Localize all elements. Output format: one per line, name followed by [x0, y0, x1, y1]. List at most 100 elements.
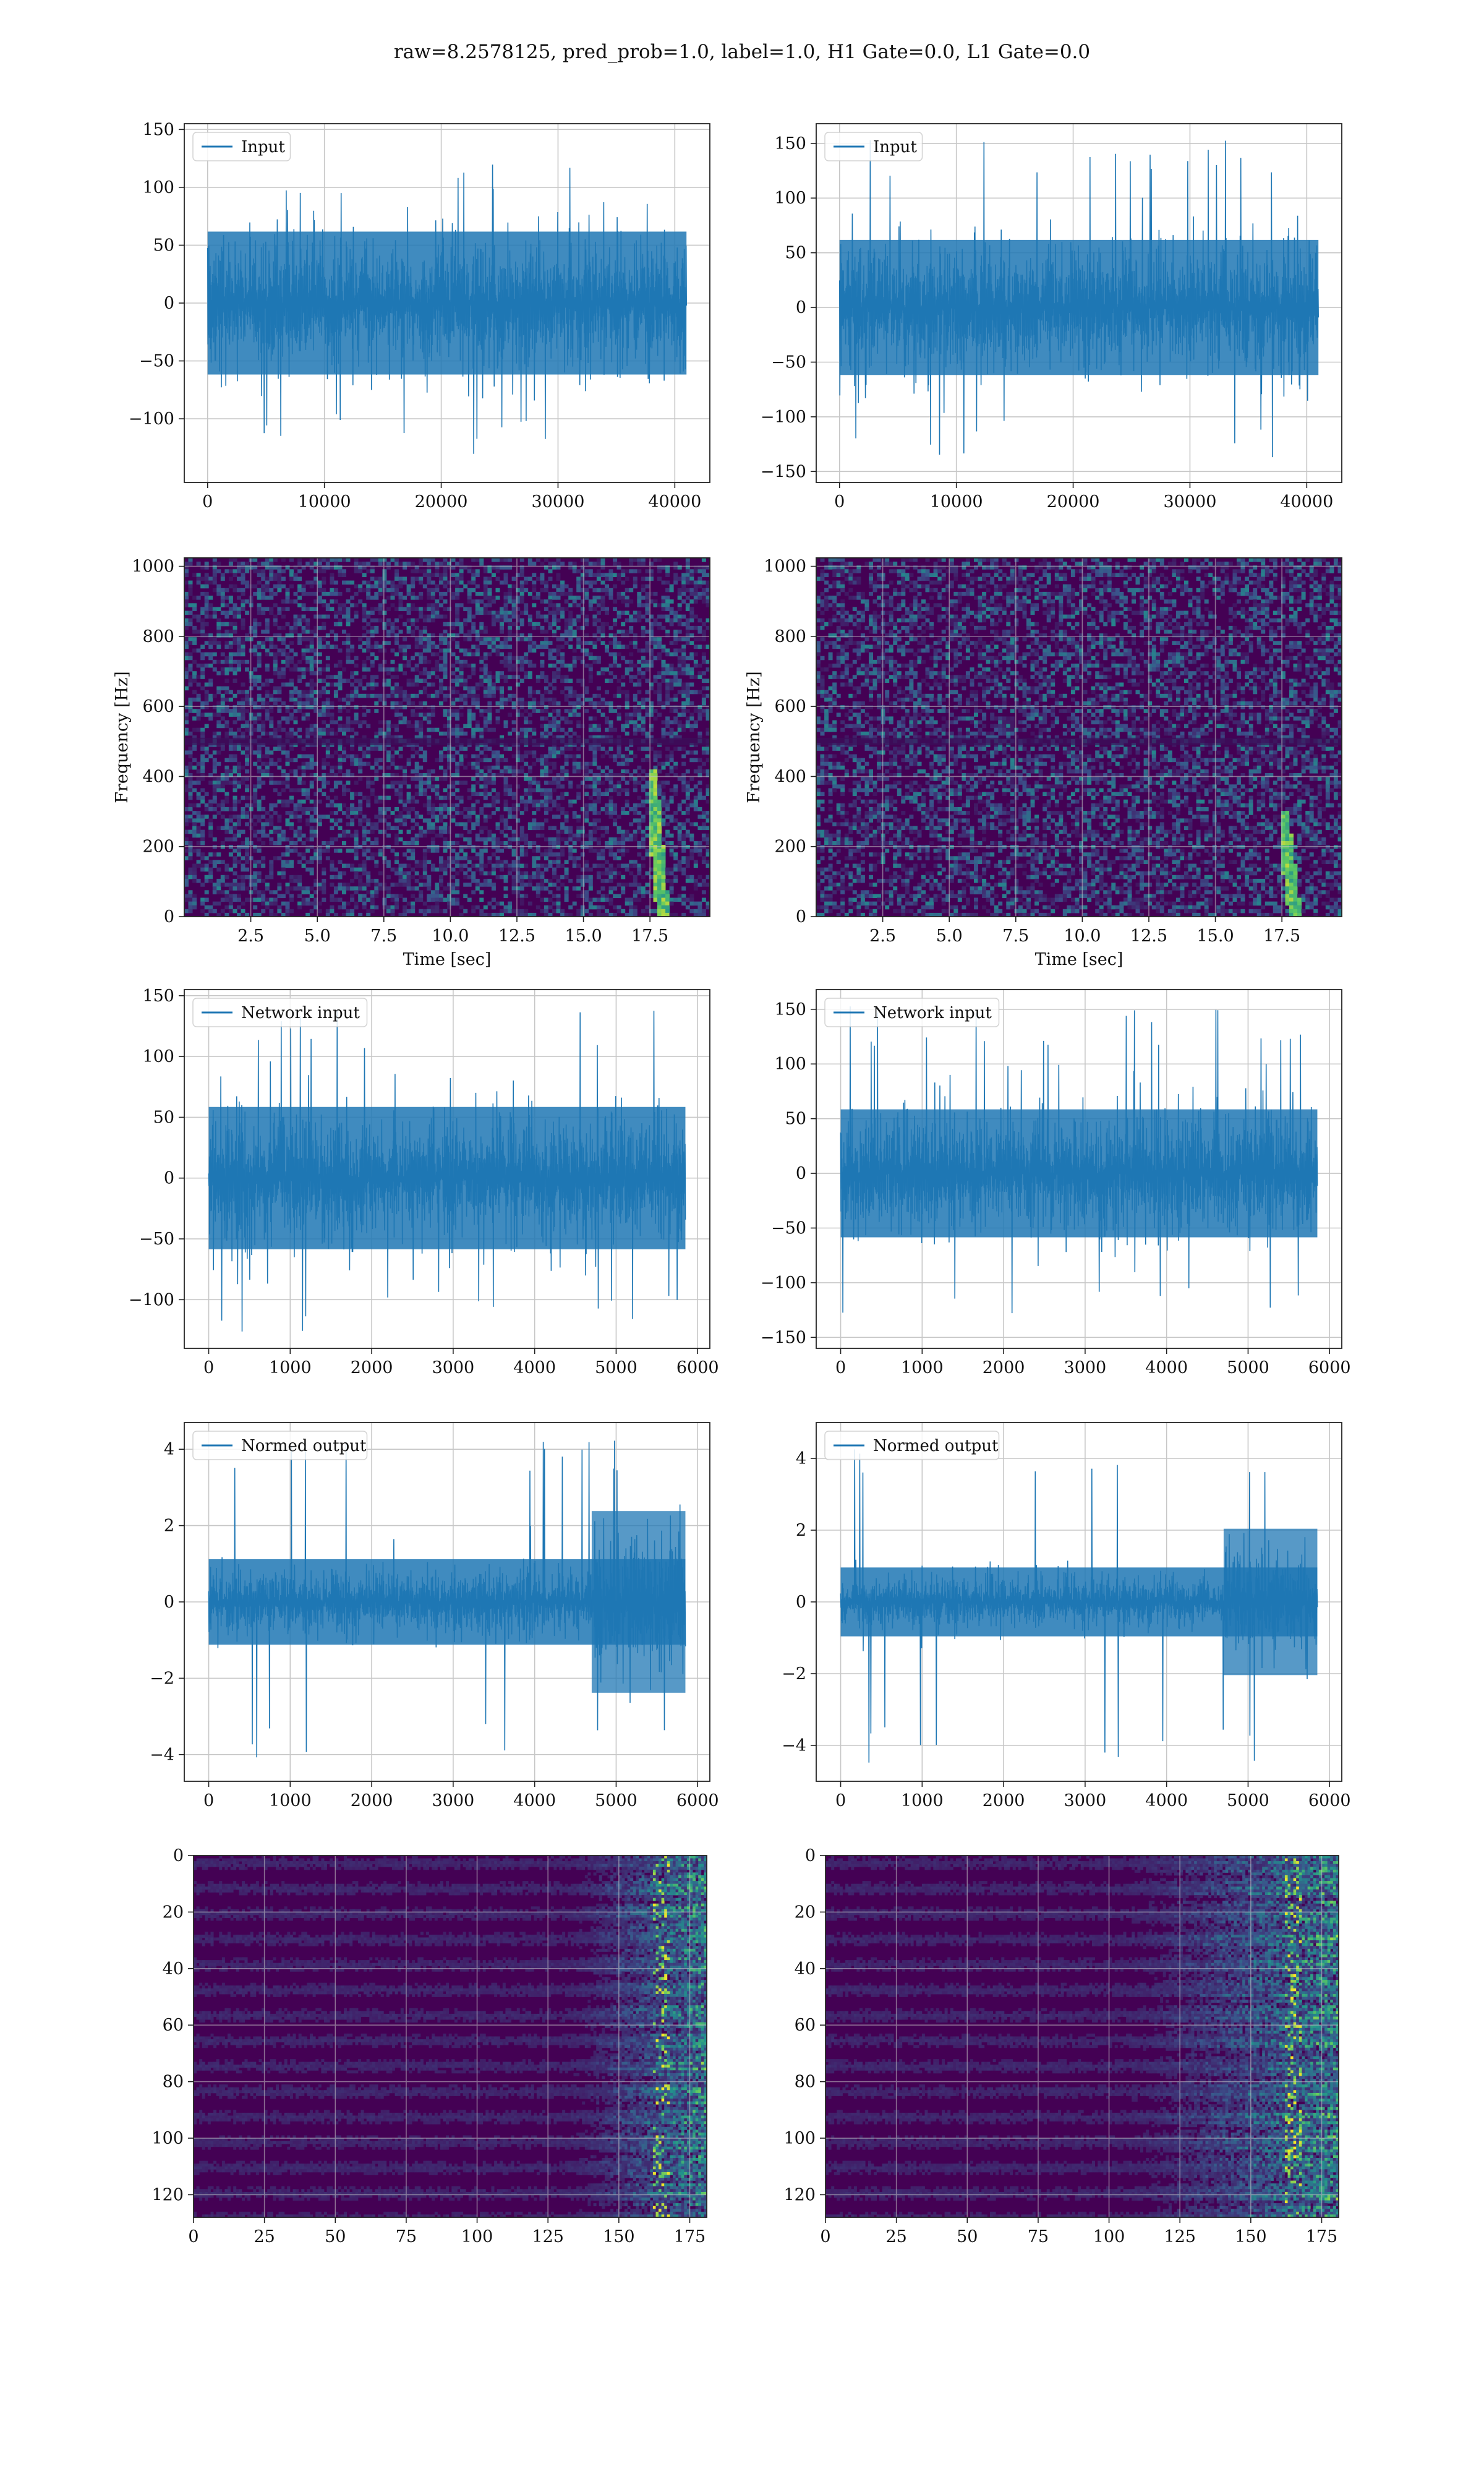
- x-tick-label: 15.0: [1197, 927, 1234, 946]
- x-tick-label: 1000: [901, 1358, 944, 1377]
- x-tick-label: 5.0: [936, 927, 963, 946]
- y-tick-label: 20: [795, 1903, 816, 1922]
- legend: Network input: [825, 998, 999, 1027]
- y-tick-label: 4: [796, 1449, 806, 1468]
- y-tick-label: 150: [774, 134, 806, 153]
- x-tick-label: 12.5: [1130, 927, 1167, 946]
- y-tick-label: 100: [142, 1047, 174, 1066]
- legend: Normed output: [193, 1431, 367, 1460]
- y-axis-label: Frequency [Hz]: [744, 671, 764, 803]
- x-tick-label: 3000: [432, 1358, 475, 1377]
- y-tick-label: 0: [796, 298, 806, 317]
- y-tick-label: 200: [774, 837, 806, 857]
- y-tick-label: 0: [796, 1164, 806, 1183]
- x-tick-label: 40000: [648, 492, 701, 511]
- x-tick-label: 50: [957, 2227, 978, 2246]
- y-tick-label: 0: [796, 907, 806, 927]
- x-tick-label: 1000: [269, 1791, 312, 1810]
- legend: Network input: [193, 998, 367, 1027]
- x-tick-label: 10.0: [1064, 927, 1101, 946]
- legend-label: Normed output: [873, 1437, 999, 1455]
- y-tick-label: −2: [150, 1669, 174, 1688]
- y-tick-label: 0: [164, 1169, 174, 1188]
- x-tick-label: 150: [603, 2227, 635, 2246]
- y-tick-label: 50: [153, 1108, 174, 1127]
- x-tick-label: 17.5: [631, 927, 668, 946]
- x-tick-label: 2.5: [237, 927, 264, 946]
- x-tick-label: 30000: [531, 492, 584, 511]
- y-tick-label: 100: [774, 1055, 806, 1074]
- x-tick-label: 100: [461, 2227, 493, 2246]
- y-tick-label: 40: [163, 1959, 184, 1979]
- x-tick-label: 0: [834, 492, 845, 511]
- y-tick-label: 600: [142, 697, 174, 716]
- x-tick-label: 1000: [901, 1791, 944, 1810]
- x-tick-label: 2000: [983, 1358, 1025, 1377]
- x-tick-label: 4000: [1145, 1791, 1188, 1810]
- y-tick-label: 40: [795, 1959, 816, 1979]
- x-tick-label: 10000: [930, 492, 983, 511]
- x-tick-label: 100: [1093, 2227, 1125, 2246]
- y-tick-label: 1000: [764, 557, 806, 576]
- x-tick-label: 25: [254, 2227, 275, 2246]
- y-tick-label: 150: [774, 1000, 806, 1019]
- legend-label: Input: [873, 138, 917, 156]
- y-tick-label: 0: [796, 1593, 806, 1612]
- y-tick-label: −150: [761, 1328, 806, 1347]
- x-tick-label: 0: [835, 1358, 846, 1377]
- y-tick-label: 1000: [132, 557, 174, 576]
- y-tick-label: −100: [129, 409, 174, 429]
- x-axis-label: Time [sec]: [403, 950, 492, 969]
- x-tick-label: 5000: [1227, 1358, 1269, 1377]
- legend: Input: [825, 132, 923, 161]
- series-burst: [1224, 1529, 1318, 1676]
- y-tick-label: −4: [150, 1745, 174, 1765]
- x-tick-label: 5000: [595, 1791, 638, 1810]
- y-tick-label: 0: [164, 1593, 174, 1612]
- y-tick-label: 0: [173, 1846, 184, 1865]
- x-tick-label: 2000: [351, 1791, 393, 1810]
- x-tick-label: 4000: [513, 1791, 556, 1810]
- y-tick-label: 200: [142, 837, 174, 857]
- x-tick-label: 20000: [415, 492, 468, 511]
- x-tick-label: 12.5: [498, 927, 535, 946]
- y-tick-label: 100: [151, 2129, 184, 2148]
- y-tick-label: 100: [783, 2129, 816, 2148]
- y-tick-label: 50: [153, 236, 174, 255]
- chart-p21: 2.5 5.0 7.5 10.0 12.5 15.0 17.5020040060080010…: [113, 557, 710, 969]
- x-tick-label: 15.0: [565, 927, 602, 946]
- y-tick-label: 100: [142, 178, 174, 197]
- y-tick-label: 120: [151, 2185, 184, 2204]
- y-tick-label: 600: [774, 697, 806, 716]
- y-tick-label: 80: [795, 2073, 816, 2092]
- x-tick-label: 1000: [269, 1358, 312, 1377]
- x-tick-label: 0: [203, 1791, 214, 1810]
- x-tick-label: 20000: [1047, 492, 1100, 511]
- x-tick-label: 2000: [351, 1358, 393, 1377]
- x-tick-label: 175: [674, 2227, 706, 2246]
- y-tick-label: 800: [142, 627, 174, 646]
- series-fill: [841, 1110, 1318, 1238]
- x-tick-label: 0: [203, 1358, 214, 1377]
- x-tick-label: 175: [1306, 2227, 1338, 2246]
- series-fill: [840, 240, 1318, 375]
- x-tick-label: 2.5: [869, 927, 896, 946]
- y-tick-label: −4: [782, 1736, 806, 1755]
- x-tick-label: 5.0: [304, 927, 331, 946]
- x-tick-label: 30000: [1163, 492, 1216, 511]
- y-tick-label: 100: [774, 189, 806, 208]
- legend: Normed output: [825, 1431, 999, 1460]
- x-tick-label: 6000: [676, 1358, 719, 1377]
- y-tick-label: −50: [139, 352, 174, 371]
- x-tick-label: 75: [1028, 2227, 1049, 2246]
- x-tick-label: 125: [1164, 2227, 1196, 2246]
- y-tick-label: 120: [783, 2185, 816, 2204]
- y-tick-label: −100: [761, 1273, 806, 1293]
- legend-label: Normed output: [241, 1437, 367, 1455]
- y-tick-label: 50: [785, 244, 806, 263]
